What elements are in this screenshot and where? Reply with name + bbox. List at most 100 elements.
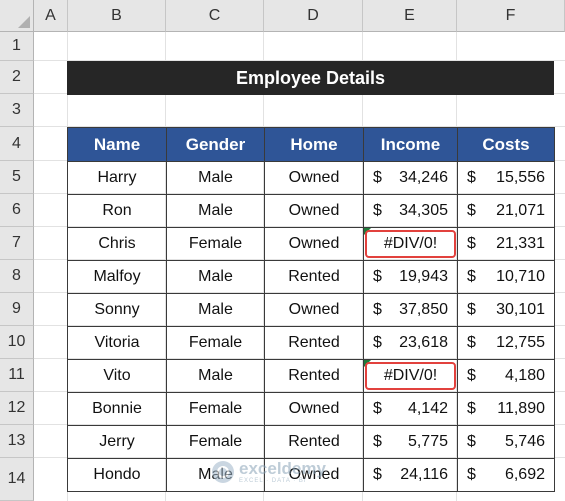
- currency-symbol: $: [373, 268, 382, 285]
- row-header-8[interactable]: 8: [0, 260, 34, 293]
- row-header-13[interactable]: 13: [0, 425, 34, 458]
- cell-name[interactable]: Ron: [67, 194, 167, 228]
- cell-name[interactable]: Bonnie: [67, 392, 167, 426]
- cell-name[interactable]: Hondo: [67, 458, 167, 492]
- row-header-6[interactable]: 6: [0, 194, 34, 227]
- amount-value: 12,755: [496, 334, 545, 351]
- cell-income[interactable]: $34,305: [363, 194, 458, 228]
- error-highlight: #DIV/0!: [365, 230, 456, 258]
- cell-costs[interactable]: $12,755: [457, 326, 555, 360]
- row-header-2[interactable]: 2: [0, 61, 34, 94]
- cell-gender[interactable]: Male: [166, 293, 265, 327]
- cell-costs[interactable]: $10,710: [457, 260, 555, 294]
- currency-symbol: $: [467, 235, 476, 252]
- cell-costs[interactable]: $21,331: [457, 227, 555, 261]
- cell-home[interactable]: Rented: [264, 425, 364, 459]
- cell-gender[interactable]: Female: [166, 425, 265, 459]
- cell-costs[interactable]: $6,692: [457, 458, 555, 492]
- cell-home[interactable]: Rented: [264, 260, 364, 294]
- gridline-horizontal: [34, 126, 565, 127]
- cell-name[interactable]: Chris: [67, 227, 167, 261]
- table-title[interactable]: Employee Details: [67, 61, 554, 95]
- cell-name[interactable]: Harry: [67, 161, 167, 195]
- amount-value: 5,746: [504, 433, 545, 450]
- table-row: HondoMaleOwned$24,116$6,692: [67, 458, 555, 492]
- cell-costs[interactable]: $11,890: [457, 392, 555, 426]
- amount-value: 15,556: [496, 169, 545, 186]
- cell-costs[interactable]: $30,101: [457, 293, 555, 327]
- cell-home[interactable]: Rented: [264, 359, 364, 393]
- cell-name[interactable]: Jerry: [67, 425, 167, 459]
- row-header-10[interactable]: 10: [0, 326, 34, 359]
- cell-costs[interactable]: $5,746: [457, 425, 555, 459]
- cell-income-error[interactable]: #DIV/0!: [363, 359, 458, 393]
- cell-income[interactable]: $23,618: [363, 326, 458, 360]
- row-header-12[interactable]: 12: [0, 392, 34, 425]
- cell-costs[interactable]: $15,556: [457, 161, 555, 195]
- cell-gender[interactable]: Male: [166, 161, 265, 195]
- row-header-1[interactable]: 1: [0, 32, 34, 61]
- error-value: #DIV/0!: [383, 235, 438, 252]
- cell-gender[interactable]: Male: [166, 359, 265, 393]
- row-header-3[interactable]: 3: [0, 94, 34, 127]
- cell-home[interactable]: Owned: [264, 227, 364, 261]
- cell-home[interactable]: Owned: [264, 392, 364, 426]
- header-income[interactable]: Income: [363, 127, 458, 162]
- cell-home[interactable]: Owned: [264, 458, 364, 492]
- table-row: Malfoy Male Rented $19,943 $10,710: [67, 260, 555, 294]
- exceldemy-logo-icon: [212, 461, 234, 483]
- column-header-c[interactable]: C: [166, 0, 264, 32]
- cell-gender[interactable]: Female: [166, 392, 265, 426]
- row-header-5[interactable]: 5: [0, 161, 34, 194]
- cell-income[interactable]: $4,142: [363, 392, 458, 426]
- select-all-corner[interactable]: [0, 0, 34, 32]
- currency-symbol: $: [373, 169, 382, 186]
- amount-value: 6,692: [504, 466, 545, 483]
- watermark-name: exceldemy: [239, 459, 326, 478]
- cell-gender[interactable]: Male: [166, 194, 265, 228]
- column-header-f[interactable]: F: [457, 0, 565, 32]
- row-header-4[interactable]: 4: [0, 127, 34, 161]
- cell-name[interactable]: Vito: [67, 359, 167, 393]
- cell-name[interactable]: Sonny: [67, 293, 167, 327]
- cell-costs[interactable]: $4,180: [457, 359, 555, 393]
- amount-value: 30,101: [496, 301, 545, 318]
- amount-value: 24,116: [400, 466, 448, 483]
- cell-home[interactable]: Owned: [264, 194, 364, 228]
- row-header-9[interactable]: 9: [0, 293, 34, 326]
- column-header-d[interactable]: D: [264, 0, 363, 32]
- cell-home[interactable]: Rented: [264, 326, 364, 360]
- cell-home[interactable]: Owned: [264, 161, 364, 195]
- cell-income[interactable]: $34,246: [363, 161, 458, 195]
- cell-income[interactable]: $37,850: [363, 293, 458, 327]
- row-header-7[interactable]: 7: [0, 227, 34, 260]
- cell-name[interactable]: Vitoria: [67, 326, 167, 360]
- cell-gender[interactable]: Female: [166, 227, 265, 261]
- column-header-a[interactable]: A: [34, 0, 68, 32]
- gridline-horizontal: [34, 60, 565, 61]
- header-name[interactable]: Name: [67, 127, 167, 162]
- column-header-b[interactable]: B: [68, 0, 166, 32]
- amount-value: 11,890: [497, 400, 545, 417]
- cell-gender[interactable]: Male: [166, 260, 265, 294]
- cell-income[interactable]: $24,116: [363, 458, 458, 492]
- row-header-11[interactable]: 11: [0, 359, 34, 392]
- header-costs[interactable]: Costs: [457, 127, 555, 162]
- column-header-e[interactable]: E: [363, 0, 457, 32]
- row-header-14[interactable]: 14: [0, 458, 34, 501]
- amount-value: 21,331: [496, 235, 545, 252]
- amount-value: 4,180: [504, 367, 545, 384]
- cell-income[interactable]: $5,775: [363, 425, 458, 459]
- cell-gender[interactable]: Female: [166, 326, 265, 360]
- header-home[interactable]: Home: [264, 127, 364, 162]
- cell-costs[interactable]: $21,071: [457, 194, 555, 228]
- cell-income[interactable]: $19,943: [363, 260, 458, 294]
- cell-income-error[interactable]: #DIV/0!: [363, 227, 458, 261]
- currency-symbol: $: [467, 367, 476, 384]
- cell-name[interactable]: Malfoy: [67, 260, 167, 294]
- table-row: Ron Male Owned $34,305 $21,071: [67, 194, 555, 228]
- watermark-tagline: EXCEL · DATA · BI: [239, 478, 307, 484]
- cell-home[interactable]: Owned: [264, 293, 364, 327]
- header-gender[interactable]: Gender: [166, 127, 265, 162]
